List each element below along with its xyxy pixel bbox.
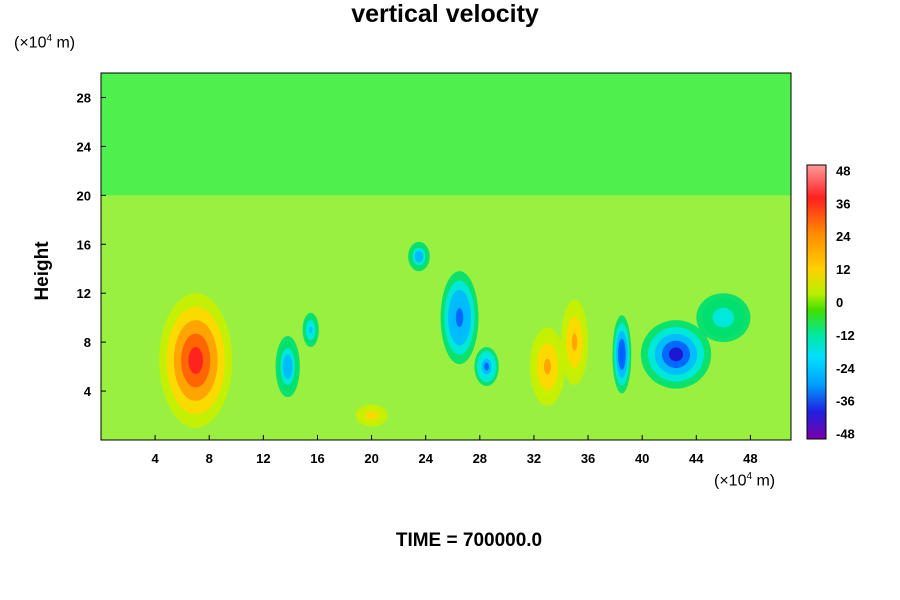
x-tick-label-8: 8 xyxy=(206,451,213,466)
colorbar-label--36: -36 xyxy=(836,394,855,409)
colorbar-label--12: -12 xyxy=(836,328,855,343)
plot-area xyxy=(101,195,791,440)
colorbar-label-24: 24 xyxy=(836,229,851,244)
colorbar-label-48: 48 xyxy=(836,163,850,178)
y-tick-label-28: 28 xyxy=(77,90,91,105)
y-tick-label-16: 16 xyxy=(77,237,91,252)
y-tick-label-4: 4 xyxy=(84,384,92,399)
y-tick-label-20: 20 xyxy=(77,188,91,203)
x-tick-label-16: 16 xyxy=(310,451,324,466)
y-tick-label-8: 8 xyxy=(84,335,91,350)
contour-region-7 xyxy=(543,358,551,375)
x-tick-label-12: 12 xyxy=(256,451,270,466)
x-tick-label-48: 48 xyxy=(743,451,757,466)
colorbar-label--24: -24 xyxy=(836,361,856,376)
y-axis: 4 8 12 16 20 24 28 xyxy=(77,90,106,399)
contour-region-10 xyxy=(668,347,684,362)
x-tick-label-44: 44 xyxy=(689,451,704,466)
colorbar-bar xyxy=(806,164,827,440)
y-axis-unit: (×104 m) xyxy=(14,33,76,52)
time-label: TIME = 700000.0 xyxy=(395,530,543,551)
x-axis: 4 8 12 16 20 24 28 32 36 40 44 48 xyxy=(152,435,758,466)
contour-region-11 xyxy=(717,312,729,323)
contour-region-2 xyxy=(309,326,313,334)
plot-frame xyxy=(100,72,792,441)
colorbar-label-36: 36 xyxy=(836,196,850,211)
colorbar-label-12: 12 xyxy=(836,262,850,277)
x-tick-label-40: 40 xyxy=(635,451,649,466)
y-tick-label-24: 24 xyxy=(77,139,92,154)
chart-title: vertical velocity xyxy=(351,0,539,28)
y-tick-label-12: 12 xyxy=(77,286,91,301)
contour-region-0 xyxy=(188,347,204,374)
x-tick-label-4: 4 xyxy=(152,451,160,466)
contour-region-5 xyxy=(455,308,464,327)
x-tick-label-20: 20 xyxy=(364,451,378,466)
x-tick-label-32: 32 xyxy=(527,451,541,466)
x-tick-label-36: 36 xyxy=(581,451,595,466)
contour-region-8 xyxy=(571,333,578,351)
colorbar: 48 36 24 12 0 -12 -24 -36 -48 xyxy=(806,163,856,442)
x-axis-unit: (×104 m) xyxy=(714,471,776,490)
contour-region-1 xyxy=(285,360,291,373)
contour-region-9 xyxy=(619,346,624,363)
x-tick-label-28: 28 xyxy=(473,451,487,466)
contour-region-3 xyxy=(368,413,375,418)
colorbar-label-0: 0 xyxy=(836,295,843,310)
colorbar-label--48: -48 xyxy=(836,427,855,442)
x-tick-label-24: 24 xyxy=(418,451,433,466)
contour-region-6 xyxy=(484,362,490,371)
contour-region-4 xyxy=(416,253,422,260)
